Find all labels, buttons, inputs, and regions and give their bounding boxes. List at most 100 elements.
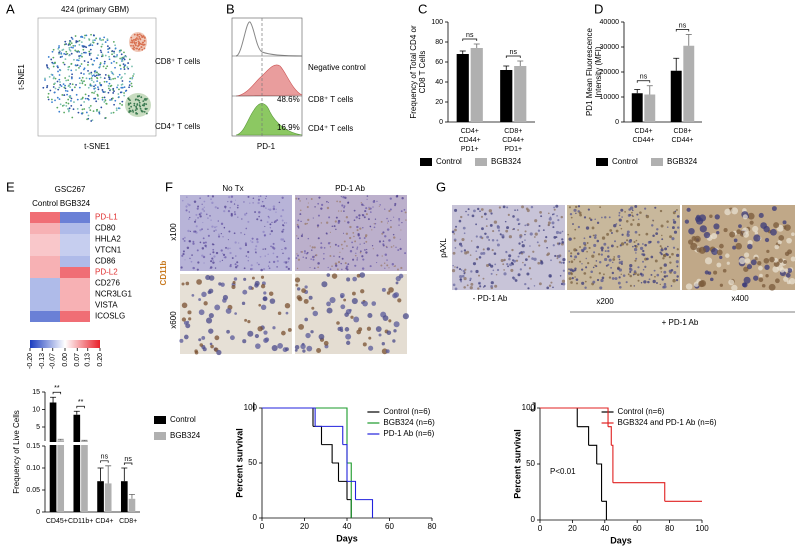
tsne-dot bbox=[123, 66, 125, 69]
tsne-dot bbox=[65, 50, 68, 53]
texture bbox=[287, 257, 290, 260]
texture bbox=[297, 254, 300, 257]
texture bbox=[381, 255, 383, 257]
texture bbox=[471, 214, 475, 218]
texture bbox=[592, 280, 596, 284]
axis-label: t-SNE1 bbox=[84, 142, 110, 151]
tsne-dot bbox=[108, 78, 111, 81]
texture bbox=[196, 249, 199, 252]
legend-swatch bbox=[651, 158, 663, 166]
texture bbox=[236, 264, 239, 267]
texture bbox=[703, 231, 711, 239]
tsne-dot bbox=[143, 102, 146, 105]
texture bbox=[295, 283, 299, 287]
texture bbox=[216, 349, 222, 356]
texture bbox=[242, 289, 248, 295]
texture bbox=[350, 315, 354, 319]
bar bbox=[73, 414, 81, 512]
texture bbox=[237, 216, 239, 218]
texture bbox=[668, 255, 672, 259]
tsne-dot bbox=[133, 38, 135, 41]
texture bbox=[527, 287, 530, 290]
texture bbox=[234, 211, 236, 213]
texture bbox=[547, 221, 551, 225]
tsne-dot bbox=[63, 63, 66, 66]
tsne-dot bbox=[138, 99, 141, 102]
texture bbox=[687, 239, 694, 245]
texture bbox=[353, 209, 356, 212]
texture bbox=[644, 207, 647, 210]
texture bbox=[216, 226, 218, 228]
tsne-dot bbox=[65, 104, 68, 107]
texture bbox=[539, 210, 542, 214]
texture bbox=[629, 284, 632, 287]
texture bbox=[567, 233, 570, 236]
tsne-dot bbox=[64, 40, 67, 43]
texture bbox=[247, 330, 254, 337]
tsne-dot bbox=[134, 98, 137, 101]
tsne-dot bbox=[51, 50, 54, 53]
texture bbox=[224, 205, 227, 209]
texture bbox=[618, 214, 621, 217]
texture bbox=[486, 235, 490, 239]
tsne-dot bbox=[93, 92, 95, 94]
texture bbox=[262, 268, 266, 271]
tsne-dot bbox=[139, 42, 142, 45]
texture bbox=[208, 275, 215, 281]
texture bbox=[699, 225, 707, 233]
texture bbox=[185, 209, 188, 212]
texture bbox=[211, 257, 214, 260]
texture bbox=[203, 262, 205, 264]
texture bbox=[320, 242, 323, 245]
error-bar bbox=[517, 60, 524, 66]
significance-label: ns bbox=[679, 22, 687, 29]
heatmap-title: GSC267 bbox=[55, 185, 86, 194]
tsne-dot bbox=[70, 69, 73, 72]
texture bbox=[281, 230, 284, 233]
tsne-dot bbox=[143, 47, 146, 50]
y-tick-label: 80 bbox=[435, 39, 443, 46]
texture bbox=[294, 277, 301, 283]
texture bbox=[378, 205, 380, 207]
tsne-dot bbox=[53, 76, 55, 79]
tsne-dot bbox=[60, 85, 63, 88]
texture bbox=[339, 251, 341, 253]
texture bbox=[637, 279, 640, 282]
texture bbox=[742, 214, 748, 220]
bar bbox=[631, 93, 643, 122]
texture bbox=[264, 255, 266, 257]
tsne-dot bbox=[78, 77, 81, 79]
texture bbox=[202, 221, 204, 224]
tsne-dot bbox=[103, 77, 106, 80]
texture bbox=[620, 208, 624, 212]
texture bbox=[186, 320, 190, 324]
tsne-dot bbox=[66, 93, 69, 96]
texture bbox=[181, 282, 185, 286]
texture bbox=[618, 261, 622, 265]
tsne-dot bbox=[80, 72, 83, 75]
texture bbox=[758, 265, 763, 271]
texture bbox=[323, 340, 329, 346]
texture bbox=[604, 257, 608, 262]
texture bbox=[256, 238, 259, 241]
texture bbox=[181, 317, 187, 322]
texture bbox=[619, 224, 621, 227]
significance-label: ** bbox=[78, 399, 84, 406]
texture bbox=[304, 285, 308, 289]
texture bbox=[741, 282, 747, 288]
tsne-dot bbox=[132, 110, 135, 113]
texture bbox=[260, 205, 263, 208]
texture bbox=[257, 326, 263, 332]
texture bbox=[758, 212, 764, 219]
texture bbox=[485, 264, 489, 268]
texture bbox=[574, 276, 576, 278]
tsne-dot bbox=[68, 48, 71, 51]
texture bbox=[588, 217, 591, 220]
tsne-dot bbox=[136, 95, 139, 98]
texture bbox=[197, 217, 199, 219]
texture bbox=[652, 279, 656, 284]
heatmap-cell bbox=[30, 311, 60, 322]
texture bbox=[369, 265, 372, 268]
heatmap-cell bbox=[30, 278, 60, 289]
panel-letter: C bbox=[418, 1, 427, 16]
